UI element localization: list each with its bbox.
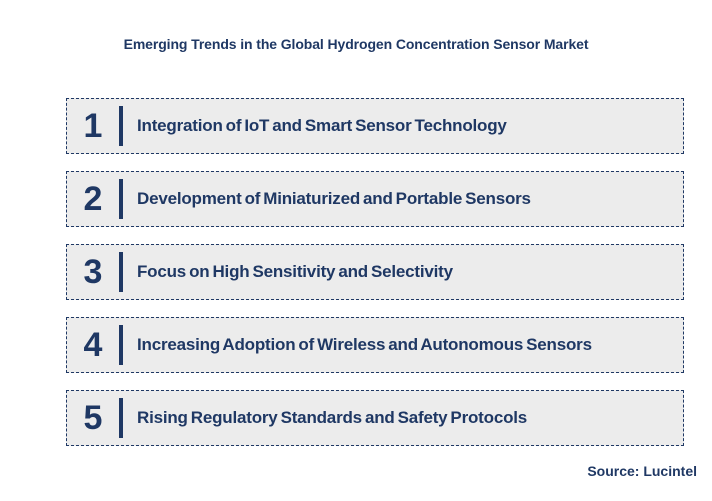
trend-list: 1 Integration of IoT and Smart Sensor Te…	[66, 98, 684, 446]
vertical-divider	[119, 252, 123, 292]
trend-label: Focus on High Sensitivity and Selectivit…	[137, 262, 453, 281]
trend-number: 4	[83, 326, 103, 364]
trend-label: Development of Miniaturized and Portable…	[137, 189, 531, 208]
trend-label: Increasing Adoption of Wireless and Auto…	[137, 335, 592, 354]
trend-number: 5	[83, 399, 103, 437]
trend-label: Integration of IoT and Smart Sensor Tech…	[137, 116, 507, 135]
trend-row-1: 1 Integration of IoT and Smart Sensor Te…	[66, 98, 684, 154]
vertical-divider	[119, 325, 123, 365]
source-attribution: Source: Lucintel	[587, 463, 697, 479]
vertical-divider	[119, 106, 123, 146]
trend-number: 2	[83, 180, 103, 218]
trend-label: Rising Regulatory Standards and Safety P…	[137, 408, 528, 427]
page-title: Emerging Trends in the Global Hydrogen C…	[123, 36, 589, 52]
trend-row-4: 4 Increasing Adoption of Wireless and Au…	[66, 317, 684, 373]
trend-row-3: 3 Focus on High Sensitivity and Selectiv…	[66, 244, 684, 300]
trend-number: 3	[83, 253, 103, 291]
trend-row-2: 2 Development of Miniaturized and Portab…	[66, 171, 684, 227]
vertical-divider	[119, 398, 123, 438]
trend-number: 1	[83, 107, 103, 145]
vertical-divider	[119, 179, 123, 219]
trend-row-5: 5 Rising Regulatory Standards and Safety…	[66, 390, 684, 446]
